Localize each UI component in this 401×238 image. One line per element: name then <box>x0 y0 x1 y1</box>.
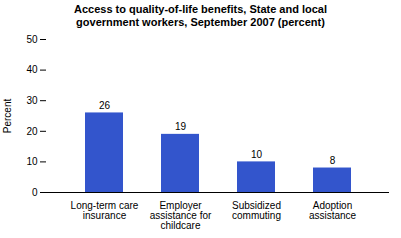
svg-text:30: 30 <box>26 95 38 106</box>
svg-text:8: 8 <box>330 155 336 166</box>
svg-text:0: 0 <box>32 187 38 198</box>
svg-text:20: 20 <box>26 126 38 137</box>
html-text:Access to quality-of-life bene: Access to quality-of-life benefits, Stat… <box>74 3 327 28</box>
svg-text:Employerassistance forchildcar: Employerassistance forchildcare <box>150 200 212 231</box>
svg-text:Adoptionassistance: Adoptionassistance <box>309 200 357 221</box>
svg-text:Percent: Percent <box>2 99 13 134</box>
svg-text:26: 26 <box>99 100 111 111</box>
svg-text:50: 50 <box>26 34 38 45</box>
svg-text:10: 10 <box>26 156 38 167</box>
svg-text:10: 10 <box>251 149 263 160</box>
svg-text:Subsidizedcommuting: Subsidizedcommuting <box>232 200 281 221</box>
svg-text:Long-term careinsurance: Long-term careinsurance <box>71 200 139 221</box>
svg-text:40: 40 <box>26 64 38 75</box>
svg-text:19: 19 <box>175 121 187 132</box>
